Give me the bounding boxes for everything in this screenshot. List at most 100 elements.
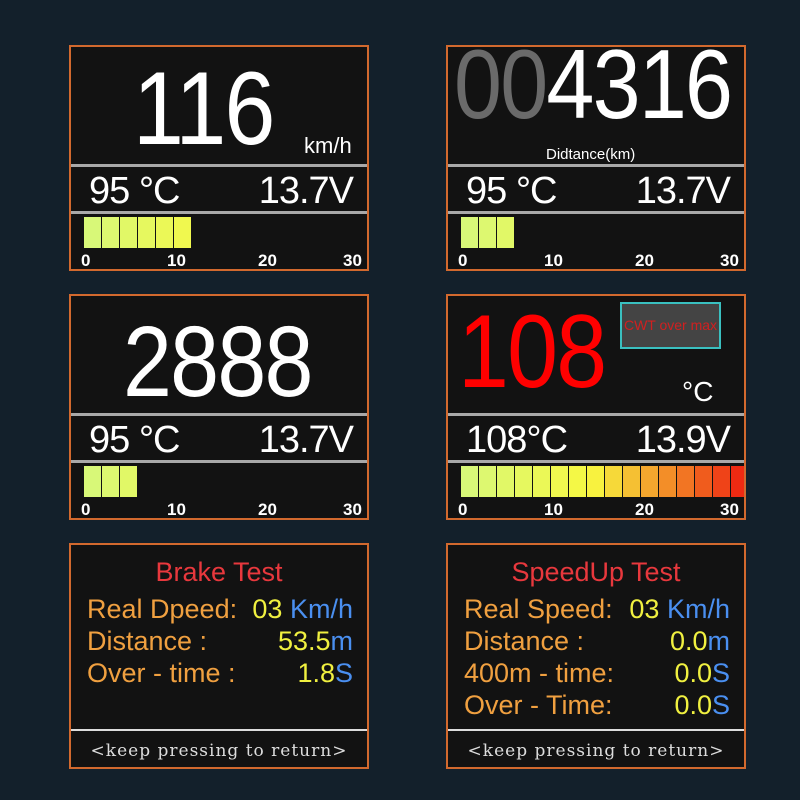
bar-segment [138,217,155,248]
bar-segment [479,466,496,497]
tick: 20 [635,500,654,519]
speed-panel: 116 km/h 95 °C 13.7V 0 10 20 30 [69,45,369,271]
voltage: 13.9V [635,419,731,461]
distance-value: 004316 [454,47,733,133]
row-value: 0.0S [674,658,730,688]
bar-segment [102,217,119,248]
distance-unit: Didtance(km) [546,146,636,163]
voltage: 13.7V [258,170,354,212]
return-hint[interactable]: <keep pressing to return> [90,741,348,761]
bar-segment [461,217,478,248]
row-value: 03 Km/h [252,594,353,624]
test-row: 400m - time: 0.0S [464,657,730,689]
distance-panel: 004316 Didtance(km) 95 °C 13.7V 0 10 20 30 [446,45,746,271]
bar-segment [713,466,730,497]
bar-segment [695,466,712,497]
row-unit: Km/h [289,594,353,624]
tick: 20 [258,251,277,270]
row-label: Over - time : [87,658,236,688]
row-value: 0.0S [674,690,730,720]
row-label: Distance : [464,626,585,656]
bar-segment [120,217,137,248]
row-label: Real Dpeed: [87,594,238,624]
row-label: Real Speed: [464,594,613,624]
row-value: 0.0m [669,626,731,656]
bar-segment [587,466,604,497]
divider [448,460,744,463]
level-bar [84,217,191,248]
status-row: 108°C 13.9V [466,419,731,461]
bar-segment [533,466,550,497]
bar-scale: 0 10 20 30 [71,500,367,519]
brake-test-title: Brake Test [155,557,283,587]
tick: 10 [167,251,186,270]
divider [448,164,744,167]
speed-value: 116 [133,51,275,167]
divider [448,729,744,731]
rpm-value: 2888 [123,306,313,418]
bar-segment [677,466,694,497]
row-value: 53.5m [277,626,354,656]
temperature: 95 °C [466,170,557,212]
tick: 10 [544,500,563,519]
tick: 0 [81,500,91,519]
bar-segment [84,217,101,248]
return-hint[interactable]: <keep pressing to return> [467,741,725,761]
bar-segment [641,466,658,497]
tick: 30 [720,500,739,519]
test-row: Distance : 53.5m [87,625,353,657]
leading-zeros: 00 [454,45,548,139]
bar-segment [569,466,586,497]
status-row: 95 °C 13.7V [89,419,354,461]
divider [448,211,744,214]
row-label: 400m - time: [464,658,615,688]
coolant-temp-value: 108 [458,294,607,410]
divider [71,413,367,416]
tick: 30 [720,251,739,270]
divider [71,729,367,731]
tick: 30 [343,251,362,270]
bar-segment [174,217,191,248]
status-row: 95 °C 13.7V [89,170,354,212]
distance-digits: 4316 [546,45,733,139]
row-unit: Km/h [666,594,730,624]
bar-segment [120,466,137,497]
temperature: 95 °C [89,419,180,461]
tick: 20 [258,500,277,519]
level-bar [461,217,514,248]
bar-segment [102,466,119,497]
row-unit: m [330,626,354,656]
test-row: Distance : 0.0m [464,625,730,657]
tick: 0 [81,251,91,270]
bar-segment [605,466,622,497]
warning-popup: CWT over max [620,302,721,349]
bar-segment [659,466,676,497]
bar-segment [731,466,744,497]
status-row: 95 °C 13.7V [466,170,731,212]
row-unit: S [334,658,353,688]
bar-scale: 0 10 20 30 [448,251,744,270]
row-value: 03 Km/h [629,594,730,624]
tick: 20 [635,251,654,270]
coolant-temp-panel: 108 °C CWT over max 108°C 13.9V 0 10 20 30 [446,294,746,520]
test-row: Over - time : 1.8S [87,657,353,689]
test-row: Real Dpeed: 03 Km/h [87,593,353,625]
divider [448,413,744,416]
bar-segment [497,466,514,497]
level-bar [461,466,744,497]
bar-segment [156,217,173,248]
tick: 0 [458,251,468,270]
row-label: Over - Time: [464,690,613,720]
bar-scale: 0 10 20 30 [71,251,367,270]
speedup-test-panel: SpeedUp Test Real Speed: 03 Km/h Distance… [446,543,746,769]
divider [71,164,367,167]
bar-segment [497,217,514,248]
brake-test-panel: Brake Test Real Dpeed: 03 Km/h Distance :… [69,543,369,769]
tick: 10 [167,500,186,519]
temperature: 108°C [466,419,568,461]
bar-segment [623,466,640,497]
divider [71,460,367,463]
test-row: Over - Time: 0.0S [464,689,730,721]
level-bar [84,466,137,497]
row-unit: m [707,626,731,656]
